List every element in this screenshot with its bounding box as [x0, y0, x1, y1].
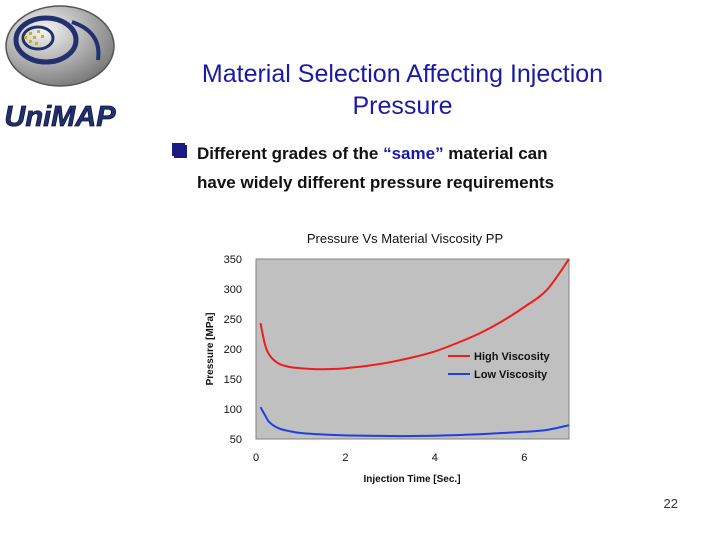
x-tick-label: 2	[342, 452, 348, 464]
y-axis-label: Pressure [MPa]	[205, 313, 216, 386]
legend-label-high-viscosity: High Viscosity	[474, 351, 550, 363]
y-tick-label: 350	[224, 254, 242, 266]
x-tick-label: 0	[253, 452, 259, 464]
logo-swirl-icon	[5, 5, 115, 87]
y-tick-label: 300	[224, 284, 242, 296]
slide-title-line1: Material Selection Affecting Injection	[201, 60, 604, 88]
plot-area	[255, 258, 570, 440]
pressure-chart: Pressure Vs Material Viscosity PP 50 100 1…	[205, 231, 570, 485]
x-tick-label: 6	[521, 452, 527, 464]
y-tick-label: 100	[224, 404, 242, 416]
series-line-high-viscosity	[259, 258, 570, 371]
slide-title-line2: Pressure	[352, 92, 453, 120]
y-tick-label: 200	[224, 344, 242, 356]
slide-title: Material Selection Affecting Injection P…	[140, 58, 665, 122]
y-tick-label: 50	[230, 434, 242, 446]
bullet-checkbox-icon	[172, 143, 187, 158]
bullet-text-line2: have widely different pressure requireme…	[197, 173, 555, 192]
y-tick-label: 250	[224, 314, 242, 326]
page-number: 22	[663, 496, 678, 511]
y-tick-label: 150	[224, 374, 242, 386]
bullet-text-highlight: “same”	[383, 144, 444, 163]
bullet-text-pre: Different grades of the	[197, 144, 384, 163]
unimap-logo: UniMAP	[4, 5, 117, 133]
bullet-text: Different grades of the “same” material …	[197, 139, 677, 197]
chart-title: Pressure Vs Material Viscosity PP	[307, 231, 503, 246]
logo-text: UniMAP	[4, 101, 116, 133]
x-tick-label: 4	[432, 452, 438, 464]
legend-label-low-viscosity: Low Viscosity	[474, 369, 548, 381]
series-line-low-viscosity	[259, 406, 570, 438]
bullet-text-post: material can	[443, 144, 548, 163]
x-axis-label: Injection Time [Sec.]	[363, 474, 460, 485]
